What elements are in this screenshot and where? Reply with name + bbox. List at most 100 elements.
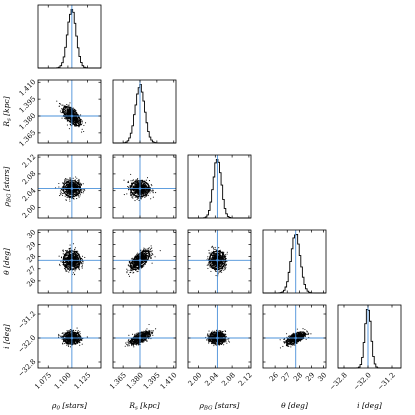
scatter-point [135, 269, 137, 272]
scatter-point [214, 248, 216, 250]
panel-frame [37, 79, 102, 144]
scatter-point [75, 264, 77, 266]
scatter-point [77, 185, 79, 187]
scatter-point [80, 119, 82, 121]
scatter-point [72, 262, 74, 264]
scatter-point [66, 192, 68, 195]
scatter-point [59, 192, 61, 194]
scatter-point [126, 272, 128, 274]
scatter-point [61, 104, 63, 106]
scatter-point [67, 109, 69, 112]
scatter-point [136, 253, 138, 255]
scatter-point [130, 173, 132, 175]
scatter-point [59, 103, 62, 105]
scatter-point [69, 244, 71, 246]
scatter-point [61, 338, 63, 340]
scatter-point [216, 249, 218, 251]
panel-frame [262, 229, 327, 294]
scatter-point [74, 247, 76, 249]
scatter-point [134, 196, 136, 198]
panel-theta-theta [262, 229, 327, 294]
scatter-point [79, 182, 81, 184]
scatter-point [215, 262, 217, 264]
panel-frame [37, 229, 102, 294]
scatter-point [65, 107, 67, 109]
scatter-point [59, 190, 61, 192]
scatter-point [211, 262, 213, 264]
scatter-point [61, 186, 64, 188]
scatter-point [58, 335, 60, 337]
scatter-point [137, 190, 139, 192]
scatter-point [212, 246, 214, 248]
scatter-point [65, 269, 67, 271]
scatter-point [75, 113, 77, 115]
scatter-point [75, 252, 77, 254]
scatter-point [82, 192, 84, 194]
scatter-point [69, 248, 71, 250]
scatter-point [70, 186, 72, 188]
scatter-point [138, 199, 140, 202]
scatter-point [77, 191, 79, 193]
y-axis-title-rhoBG: ρBG [stars] [2, 166, 13, 207]
scatter-point [66, 184, 68, 186]
scatter-point [64, 180, 66, 183]
scatter-point [135, 265, 137, 267]
scatter-point [79, 344, 81, 346]
scatter-point [129, 261, 131, 263]
y-tick-label: 1.395 [18, 95, 38, 115]
scatter-point [69, 189, 71, 191]
scatter-point [69, 200, 71, 202]
scatter-point [64, 262, 66, 264]
scatter-point [69, 270, 71, 272]
scatter-point [70, 253, 72, 255]
scatter-point [218, 261, 220, 263]
histogram-rho0 [38, 8, 101, 69]
scatter-point [80, 184, 82, 186]
scatter-point [81, 131, 83, 133]
scatter-point [223, 267, 226, 269]
scatter-point [64, 179, 66, 181]
scatter-point [76, 177, 78, 179]
scatter-point [147, 247, 149, 250]
scatter-point [59, 110, 61, 112]
scatter-point [147, 194, 149, 196]
scatter-point [133, 183, 135, 185]
scatter-point [123, 179, 125, 181]
scatter-point [76, 257, 78, 259]
y-tick-label: 2.00 [21, 203, 38, 220]
scatter-point [143, 261, 145, 264]
scatter-point [67, 252, 69, 255]
scatter-point [79, 331, 81, 333]
scatter-point [81, 255, 84, 257]
scatter-point [213, 253, 215, 255]
scatter-point [144, 191, 146, 193]
scatter-point [221, 258, 224, 260]
scatter-point [69, 109, 71, 111]
scatter-point [76, 182, 78, 184]
scatter-point [220, 265, 222, 267]
scatter-point [147, 189, 149, 191]
scatter-point [81, 260, 83, 262]
scatter-point [208, 252, 210, 254]
scatter-point [148, 247, 150, 249]
panel-frame [112, 229, 177, 294]
scatter-point [137, 197, 139, 199]
scatter-point [68, 128, 70, 130]
scatter-point [58, 105, 60, 107]
y-tick-label: 28 [25, 252, 37, 264]
scatter-point [65, 117, 67, 119]
scatter-point [75, 255, 77, 257]
scatter-point [67, 181, 69, 184]
scatter-point [224, 268, 226, 270]
scatter-point [81, 122, 83, 124]
scatter-point [66, 256, 68, 258]
scatter-point [64, 332, 66, 334]
scatter-point [66, 104, 68, 106]
scatter-point [138, 255, 140, 257]
scatter-point [69, 251, 71, 253]
scatter-point [141, 185, 143, 188]
scatter-point [223, 251, 225, 253]
scatter-point [68, 271, 70, 273]
